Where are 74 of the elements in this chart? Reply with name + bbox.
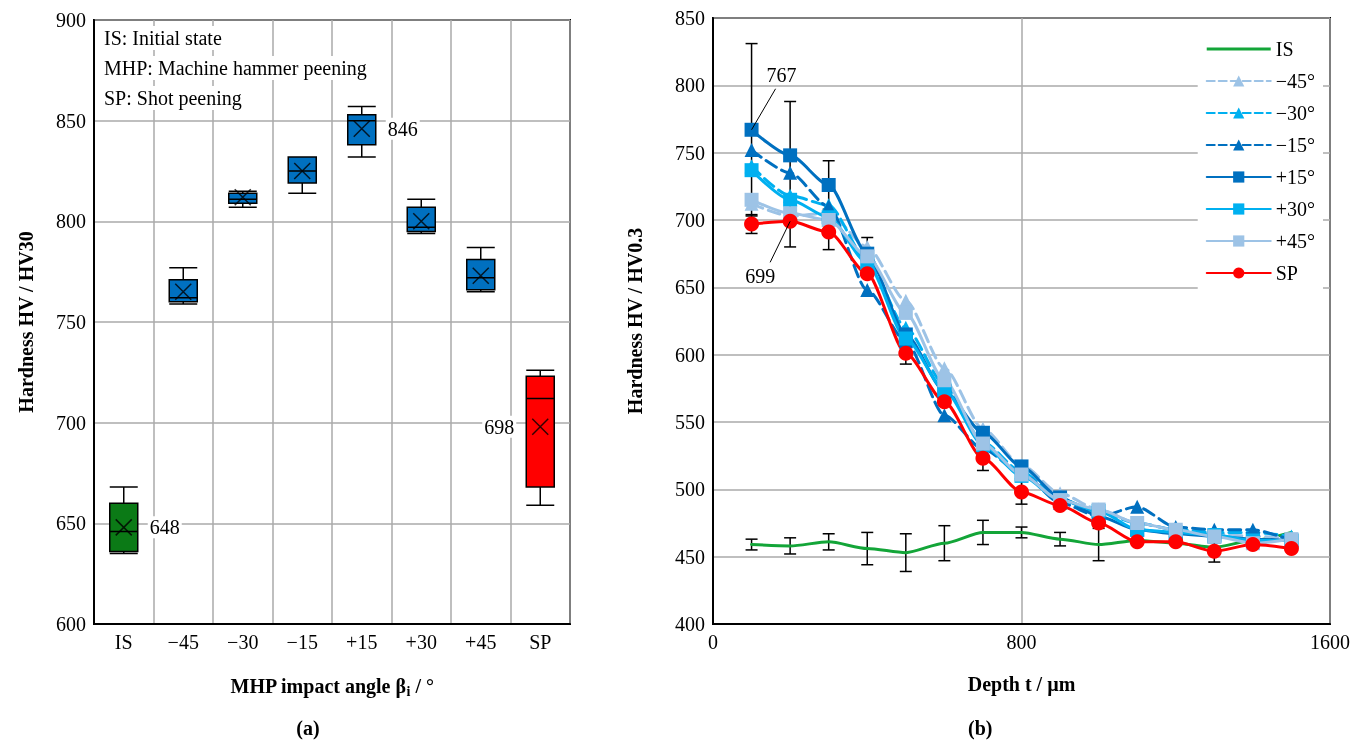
y-tick-label: 850 — [675, 7, 705, 29]
y-tick-label: 750 — [56, 311, 86, 333]
y-tick-label: 750 — [675, 141, 705, 164]
point — [1129, 534, 1145, 550]
y-axis-title: Hardness HV / HV0.3 — [624, 227, 646, 415]
text: 698 — [484, 415, 515, 438]
point — [1091, 515, 1107, 531]
y-tick-label: 900 — [56, 9, 86, 31]
point — [744, 163, 759, 178]
x-tick-label: −45 — [167, 631, 199, 653]
x-axis-title: Depth t / µm — [967, 673, 1076, 696]
y-tick-label: 550 — [675, 411, 705, 433]
x-tick-label: SP — [529, 631, 552, 653]
point — [859, 266, 875, 282]
y-tick-label: 500 — [675, 478, 705, 501]
point — [821, 177, 836, 192]
point — [937, 408, 952, 423]
x-tick-label: +15 — [346, 631, 378, 653]
point — [898, 305, 913, 320]
point — [1130, 499, 1145, 514]
y-tick-label: 800 — [56, 210, 86, 233]
annotation: SP: Shot peening — [104, 87, 242, 110]
y-tick-label: 600 — [675, 343, 705, 366]
point — [860, 283, 875, 298]
point — [898, 345, 914, 361]
y-tick-label: 650 — [56, 512, 86, 535]
y-axis-title: Hardness HV / HV30 — [15, 231, 37, 413]
point — [744, 192, 759, 207]
annotation: MHP: Machine hammer peening — [104, 57, 367, 80]
point — [975, 450, 991, 466]
y-tick-label: 700 — [675, 209, 705, 231]
legend-label: +45° — [1275, 230, 1315, 252]
point — [1206, 543, 1222, 559]
point — [1283, 541, 1299, 557]
x-tick-label: +30 — [405, 631, 437, 653]
y-tick-label: 700 — [56, 411, 86, 434]
legend-label: −45° — [1275, 70, 1315, 92]
point — [783, 148, 798, 163]
x-tick-label: 0 — [708, 631, 718, 653]
x-tick-label: −15 — [286, 631, 318, 653]
x-tick-label: 1600 — [1310, 631, 1350, 653]
point — [744, 142, 759, 157]
point — [782, 213, 798, 229]
text: (b) — [968, 717, 993, 740]
point — [783, 165, 798, 180]
annotation: 699 — [745, 265, 776, 288]
point — [783, 192, 798, 207]
point — [821, 224, 837, 240]
legend-label: SP — [1275, 262, 1298, 284]
point — [936, 394, 952, 410]
legend-label: +30° — [1275, 198, 1315, 220]
y-tick-label: 400 — [675, 613, 705, 635]
annotation: 767 — [766, 63, 797, 86]
x-tick-label: IS — [114, 631, 133, 653]
y-tick-label: 600 — [56, 613, 86, 635]
y-tick-label: 650 — [675, 276, 705, 299]
point — [1168, 534, 1184, 550]
y-tick-label: 800 — [675, 74, 705, 97]
text: 648 — [149, 516, 180, 539]
x-tick-label: +45 — [465, 631, 497, 653]
y-tick-label: 850 — [56, 109, 86, 132]
y-tick-label: 450 — [675, 545, 705, 568]
legend-label: IS — [1275, 38, 1294, 60]
point — [1014, 484, 1029, 500]
text: 846 — [387, 117, 418, 140]
annotation: IS: Initial state — [104, 27, 222, 49]
legend-label: +15° — [1275, 166, 1315, 188]
legend-label: −30° — [1275, 102, 1315, 124]
point — [937, 373, 952, 388]
x-tick-label: −30 — [227, 631, 259, 653]
text: (a) — [296, 717, 320, 740]
point — [744, 122, 759, 137]
x-tick-label: 800 — [1006, 631, 1037, 653]
legend-label: −15° — [1275, 134, 1315, 156]
